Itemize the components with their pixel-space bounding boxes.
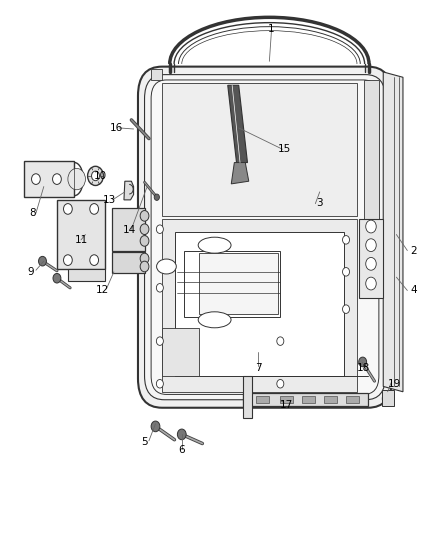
Polygon shape — [112, 208, 145, 251]
Polygon shape — [382, 390, 394, 406]
Polygon shape — [151, 69, 162, 80]
FancyBboxPatch shape — [145, 75, 385, 400]
Circle shape — [277, 337, 284, 345]
Circle shape — [366, 239, 376, 252]
Text: 6: 6 — [178, 446, 185, 455]
Text: 10: 10 — [94, 171, 107, 181]
Circle shape — [64, 204, 72, 214]
Polygon shape — [228, 85, 247, 163]
Text: 7: 7 — [255, 363, 262, 373]
Text: 15: 15 — [278, 144, 291, 154]
Text: 17: 17 — [280, 400, 293, 410]
Circle shape — [156, 337, 163, 345]
Polygon shape — [68, 269, 105, 281]
Ellipse shape — [157, 259, 176, 274]
Circle shape — [53, 174, 61, 184]
Text: 12: 12 — [96, 286, 110, 295]
Circle shape — [39, 256, 46, 266]
Text: 13: 13 — [103, 195, 116, 205]
Text: 11: 11 — [74, 235, 88, 245]
Polygon shape — [124, 181, 134, 200]
Circle shape — [366, 277, 376, 290]
Circle shape — [140, 261, 149, 272]
Text: 8: 8 — [29, 208, 36, 218]
Polygon shape — [112, 252, 145, 273]
Polygon shape — [383, 72, 403, 392]
Circle shape — [177, 429, 186, 440]
Text: 19: 19 — [388, 379, 401, 389]
Circle shape — [92, 171, 99, 181]
Circle shape — [359, 357, 367, 367]
FancyBboxPatch shape — [138, 67, 392, 408]
Polygon shape — [162, 219, 357, 392]
Ellipse shape — [198, 312, 231, 328]
Text: 5: 5 — [141, 438, 148, 447]
Polygon shape — [280, 396, 293, 403]
Text: 9: 9 — [27, 267, 34, 277]
Polygon shape — [175, 232, 344, 376]
Circle shape — [64, 255, 72, 265]
Circle shape — [90, 255, 99, 265]
Polygon shape — [256, 396, 269, 403]
Polygon shape — [57, 200, 105, 269]
Circle shape — [366, 257, 376, 270]
Circle shape — [154, 194, 159, 200]
Polygon shape — [199, 253, 278, 314]
Polygon shape — [243, 376, 252, 418]
Circle shape — [140, 211, 149, 221]
Circle shape — [53, 273, 61, 283]
Polygon shape — [162, 328, 199, 376]
Circle shape — [151, 421, 160, 432]
Circle shape — [68, 168, 85, 190]
Circle shape — [382, 392, 393, 405]
Polygon shape — [346, 396, 359, 403]
Circle shape — [343, 236, 350, 244]
Polygon shape — [364, 80, 379, 280]
Polygon shape — [302, 396, 315, 403]
Ellipse shape — [198, 237, 231, 253]
Circle shape — [343, 305, 350, 313]
Text: 14: 14 — [123, 225, 136, 235]
FancyBboxPatch shape — [151, 80, 379, 394]
Circle shape — [32, 174, 40, 184]
Text: 2: 2 — [410, 246, 417, 255]
Text: 3: 3 — [316, 198, 323, 207]
Circle shape — [90, 204, 99, 214]
Polygon shape — [24, 161, 74, 197]
Circle shape — [140, 253, 149, 264]
Circle shape — [343, 268, 350, 276]
Text: 4: 4 — [410, 286, 417, 295]
Circle shape — [277, 379, 284, 388]
Circle shape — [366, 220, 376, 233]
Polygon shape — [243, 393, 368, 406]
Polygon shape — [162, 83, 357, 216]
Circle shape — [88, 166, 103, 185]
Circle shape — [140, 236, 149, 246]
Circle shape — [156, 225, 163, 233]
Polygon shape — [184, 251, 280, 317]
Text: 16: 16 — [110, 123, 123, 133]
Polygon shape — [231, 163, 249, 184]
Circle shape — [140, 224, 149, 235]
Polygon shape — [359, 219, 383, 298]
Polygon shape — [324, 396, 337, 403]
Circle shape — [156, 284, 163, 292]
Text: 1: 1 — [268, 25, 275, 34]
Text: 18: 18 — [357, 363, 370, 373]
Circle shape — [156, 379, 163, 388]
